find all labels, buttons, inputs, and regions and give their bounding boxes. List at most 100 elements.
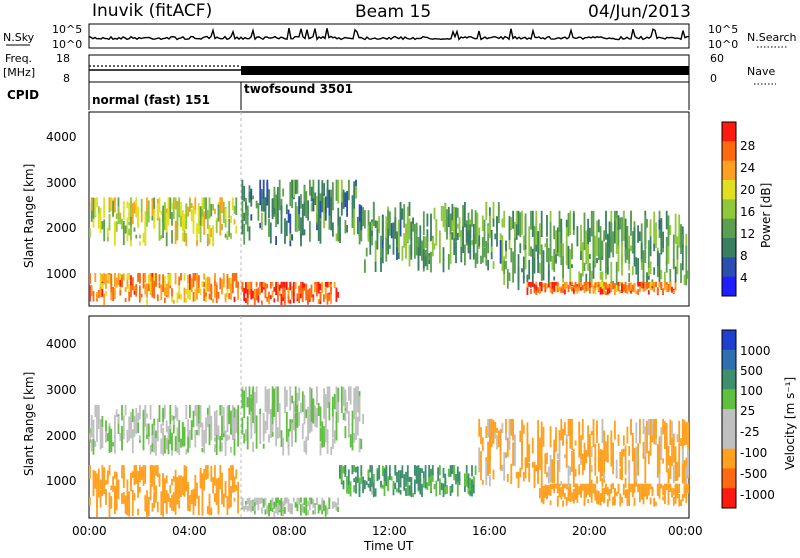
heatmap-cell-3 xyxy=(246,416,249,450)
heatmap-cell-0 xyxy=(169,427,172,445)
heatmap-cell-3 xyxy=(353,400,356,420)
heatmap-cell-6 xyxy=(576,491,579,503)
heatmap-cell-1 xyxy=(171,494,173,511)
heatmap-cell-2 xyxy=(296,498,299,509)
heatmap-cell-2 xyxy=(321,281,324,293)
heatmap-cell-1 xyxy=(208,493,211,506)
heatmap-cell-3 xyxy=(298,207,301,231)
heatmap-cell-6 xyxy=(564,483,566,489)
heatmap-cell-3 xyxy=(301,203,304,236)
heatmap-cell-1 xyxy=(103,467,106,494)
heatmap-cell-2 xyxy=(275,497,277,507)
power-colorbar-swatch xyxy=(722,180,736,200)
heatmap-cell-5 xyxy=(503,452,506,480)
heatmap-cell-1 xyxy=(117,273,120,286)
heatmap-cell-1 xyxy=(105,492,107,505)
heatmap-cell-4 xyxy=(372,491,375,496)
heatmap-cell-4 xyxy=(455,242,457,264)
heatmap-cell-1 xyxy=(237,282,239,300)
heatmap-cell-1 xyxy=(146,298,148,305)
heatmap-cell-1 xyxy=(226,496,229,508)
heatmap-cell-0 xyxy=(137,412,139,422)
cpid-mode-twofsound: twofsound 3501 xyxy=(244,82,353,96)
heatmap-cell-6 xyxy=(626,489,629,504)
heatmap-cell-1 xyxy=(235,469,238,479)
heatmap-cell-5 xyxy=(549,222,552,262)
heatmap-cell-2 xyxy=(261,300,263,305)
heatmap-cell-6 xyxy=(630,282,632,291)
heatmap-cell-2 xyxy=(262,281,265,287)
heatmap-cell-6 xyxy=(642,484,645,497)
heatmap-cell-6 xyxy=(592,483,595,494)
heatmap-cell-2 xyxy=(323,501,325,511)
heatmap-cell-5 xyxy=(681,463,684,484)
heatmap-cell-2 xyxy=(291,503,293,508)
heatmap-cell-5 xyxy=(630,245,632,251)
heatmap-cell-4 xyxy=(349,481,352,497)
heatmap-cell-2 xyxy=(307,500,309,507)
heatmap-cell-5 xyxy=(551,459,554,480)
heatmap-cell-1 xyxy=(137,508,139,516)
heatmap-cell-5 xyxy=(606,233,609,272)
heatmap-cell-5 xyxy=(512,251,514,283)
heatmap-cell-2 xyxy=(273,298,276,303)
heatmap-cell-5 xyxy=(687,270,689,279)
heatmap-cell-5 xyxy=(535,465,538,472)
heatmap-cell-2 xyxy=(324,286,327,299)
heatmap-cell-5 xyxy=(515,210,518,228)
heatmap-cell-4 xyxy=(371,486,373,495)
heatmap-cell-5 xyxy=(640,242,643,260)
heatmap-cell-1 xyxy=(89,497,91,506)
heatmap-cell-0 xyxy=(215,434,218,455)
heatmap-cell-3 xyxy=(273,207,276,215)
heatmap-cell-0 xyxy=(215,220,218,233)
heatmap-cell-2 xyxy=(280,281,283,289)
heatmap-cell-6 xyxy=(617,285,620,292)
heatmap-cell-4 xyxy=(472,238,475,260)
heatmap-cell-6 xyxy=(533,283,536,292)
heatmap-cell-5 xyxy=(649,261,652,275)
heatmap-cell-5 xyxy=(628,461,631,488)
heatmap-cell-5 xyxy=(539,223,541,255)
heatmap-cell-3 xyxy=(330,446,333,455)
heatmap-cell-6 xyxy=(569,281,572,289)
heatmap-cell-4 xyxy=(462,205,464,240)
heatmap-cell-1 xyxy=(122,465,125,483)
heatmap-cell-1 xyxy=(172,493,175,509)
heatmap-cell-4 xyxy=(465,224,468,243)
heatmap-cell-4 xyxy=(347,469,350,485)
heatmap-cell-1 xyxy=(230,490,232,508)
heatmap-cell-3 xyxy=(337,207,340,241)
heatmap-cell-3 xyxy=(360,438,363,450)
heatmap-cell-5 xyxy=(619,452,622,467)
heatmap-cell-5 xyxy=(642,250,645,288)
heatmap-cell-4 xyxy=(476,240,479,264)
heatmap-cell-5 xyxy=(612,442,614,465)
heatmap-cell-0 xyxy=(183,213,186,231)
heatmap-cell-5 xyxy=(503,210,506,228)
heatmap-cell-3 xyxy=(349,434,352,448)
heatmap-cell-3 xyxy=(257,203,260,221)
heatmap-cell-3 xyxy=(335,233,338,241)
power-colorbar-label: Power [dB] xyxy=(759,183,773,248)
heatmap-cell-1 xyxy=(110,292,113,301)
heatmap-cell-6 xyxy=(674,483,677,490)
heatmap-cell-3 xyxy=(323,426,325,447)
heatmap-cell-5 xyxy=(524,249,527,270)
heatmap-cell-0 xyxy=(228,435,231,440)
heatmap-cell-4 xyxy=(471,209,473,227)
heatmap-cell-6 xyxy=(612,483,614,490)
heatmap-cell-6 xyxy=(608,283,611,289)
heatmap-cell-5 xyxy=(508,216,511,240)
freq-label-line2: [MHz] xyxy=(3,66,35,79)
heatmap-cell-5 xyxy=(653,430,656,445)
heatmap-cell-2 xyxy=(243,506,246,512)
heatmap-cell-4 xyxy=(458,217,461,238)
heatmap-cell-4 xyxy=(458,471,461,485)
heatmap-cell-3 xyxy=(255,415,258,449)
heatmap-cell-0 xyxy=(228,200,231,219)
heatmap-cell-5 xyxy=(592,210,595,248)
heatmap-cell-3 xyxy=(300,194,302,209)
heatmap-cell-1 xyxy=(171,478,173,486)
heatmap-cell-3 xyxy=(277,187,279,207)
